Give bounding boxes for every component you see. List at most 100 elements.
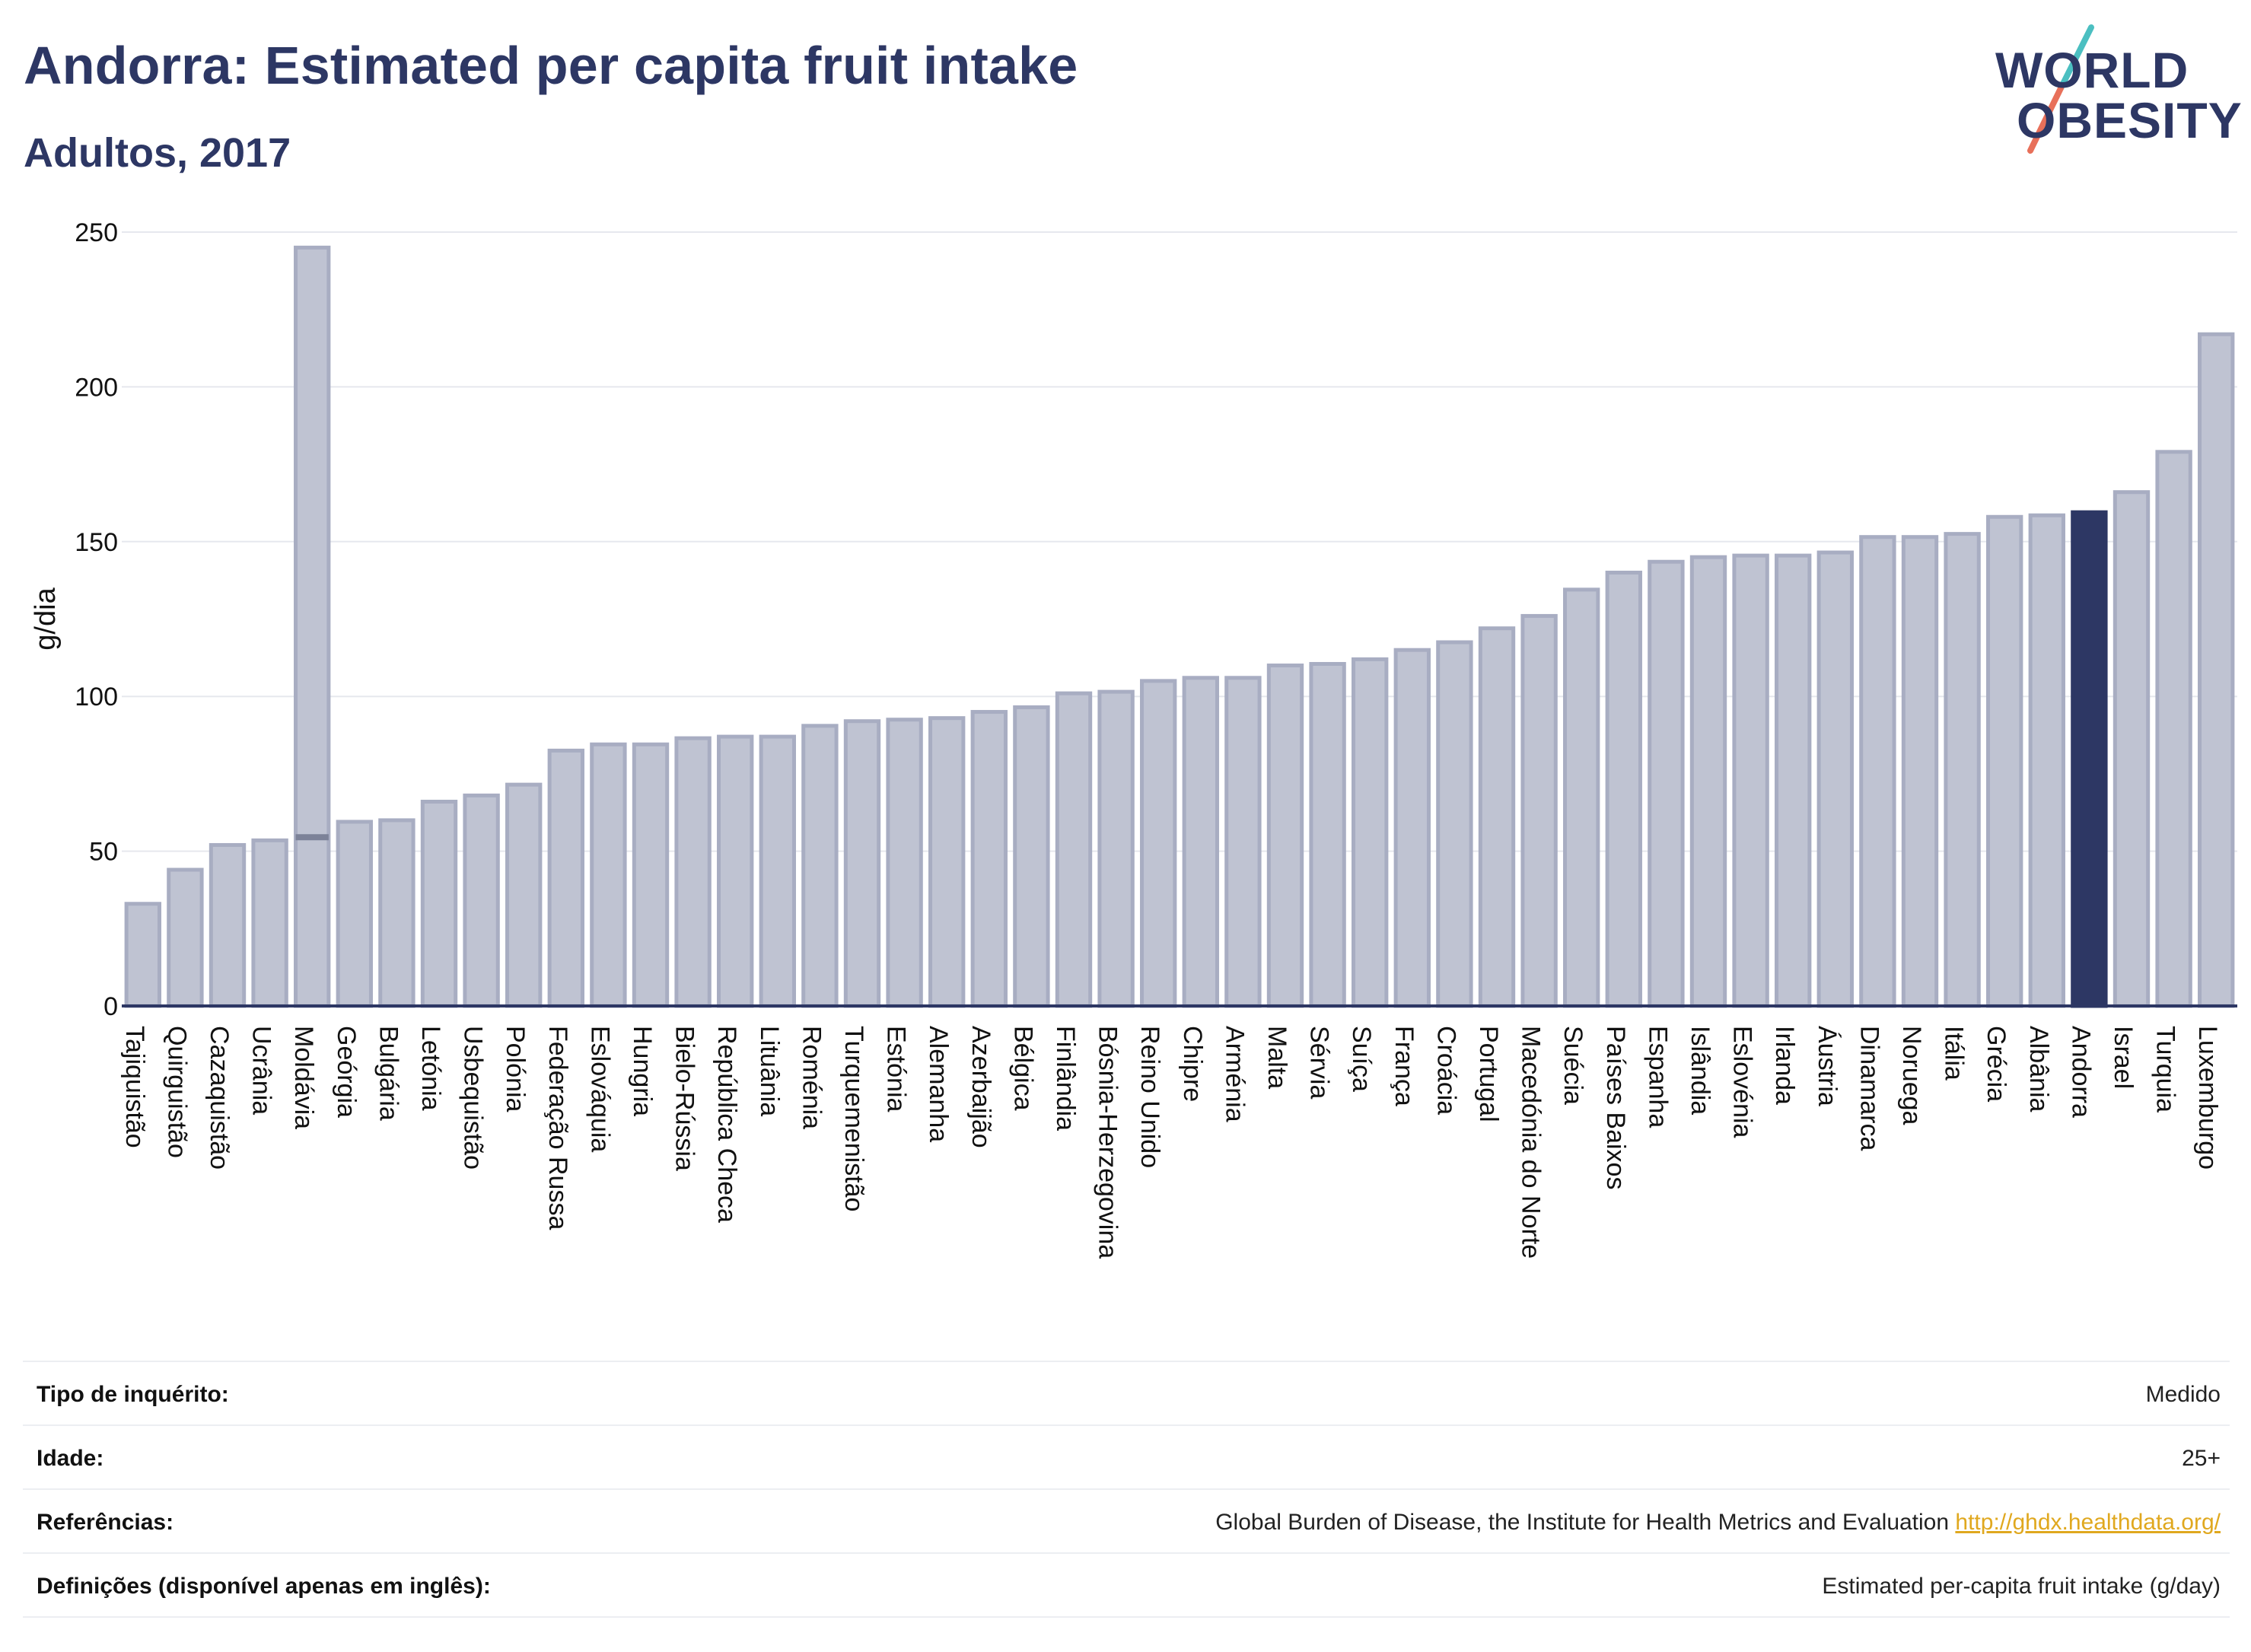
- bar-bélgica: [1013, 705, 1050, 1008]
- bar-lituânia: [759, 734, 796, 1008]
- bar-frança: [1393, 648, 1431, 1008]
- x-tick-label: Portugal: [1474, 1026, 1503, 1122]
- x-tick-label: Albânia: [2024, 1026, 2053, 1112]
- bar-bielo-rússia: [674, 736, 712, 1008]
- info-row-survey-type: Tipo de inquérito: Medido: [23, 1361, 2230, 1424]
- y-axis-title: g/dia: [30, 587, 62, 650]
- bar-itália: [1944, 532, 1981, 1008]
- bar-turquemenistão: [843, 719, 881, 1008]
- x-tick-label: Irlanda: [1770, 1026, 1799, 1105]
- bar-croácia: [1436, 640, 1473, 1008]
- x-tick-label: Áustria: [1813, 1026, 1842, 1106]
- x-tick-label: Espanha: [1643, 1026, 1672, 1128]
- bar-eslováquia: [590, 742, 627, 1008]
- bar-cazaquistão: [209, 842, 247, 1008]
- x-tick-label: Suíça: [1347, 1026, 1376, 1092]
- info-value: 25+: [2182, 1446, 2221, 1471]
- bar-albânia: [2028, 513, 2065, 1008]
- x-tick-label: Ucrânia: [247, 1026, 276, 1115]
- x-tick-label: Bósnia-Herzegovina: [1094, 1026, 1122, 1259]
- bar-usbequistão: [463, 793, 500, 1008]
- x-tick-label: Polónia: [501, 1026, 530, 1112]
- logo-text-world: WORLD: [1995, 42, 2189, 98]
- bar-países-baixos: [1605, 570, 1642, 1008]
- x-tick-label: Usbequistão: [459, 1026, 488, 1170]
- info-label: Tipo de inquérito:: [37, 1382, 229, 1407]
- x-tick-label: Suécia: [1559, 1026, 1587, 1105]
- x-tick-label: Noruega: [1897, 1026, 1926, 1125]
- x-tick-label: Lituânia: [755, 1026, 784, 1116]
- x-tick-label: Eslovénia: [1728, 1026, 1757, 1138]
- info-row-definitions: Definições (disponível apenas em inglês)…: [23, 1552, 2230, 1618]
- logo-text-obesity: OBESITY: [2017, 92, 2243, 148]
- bar-república-checa: [717, 734, 754, 1008]
- bar-portugal: [1478, 626, 1516, 1008]
- bar-reino-unido: [1140, 679, 1177, 1008]
- x-tick-label: França: [1390, 1026, 1418, 1106]
- bar-hungria: [632, 742, 670, 1008]
- x-tick-label: Israel: [2109, 1026, 2138, 1089]
- bar-quirguistão: [167, 867, 204, 1008]
- bar-suíça: [1352, 657, 1389, 1008]
- x-tick-label: Chipre: [1178, 1026, 1207, 1102]
- bar-eslovénia: [1732, 553, 1769, 1008]
- chart-subtitle: Adultos, 2017: [24, 130, 291, 176]
- x-tick-label: Cazaquistão: [205, 1026, 234, 1170]
- reference-text: Global Burden of Disease, the Institute …: [1215, 1510, 1950, 1535]
- info-table: Tipo de inquérito: Medido Idade: 25+ Ref…: [23, 1361, 2230, 1618]
- reference-link[interactable]: http://ghdx.healthdata.org/: [1955, 1510, 2221, 1535]
- x-tick-label: Bélgica: [1008, 1026, 1037, 1111]
- bar-tajiquistão: [124, 902, 161, 1008]
- bar-luxemburgo: [2198, 332, 2235, 1008]
- bar-irlanda: [1775, 553, 1812, 1008]
- y-tick-label: 200: [75, 373, 118, 402]
- y-tick-label: 250: [75, 218, 118, 247]
- x-tick-label: Letónia: [416, 1026, 445, 1111]
- x-tick-label: Moldávia: [289, 1026, 318, 1129]
- bar-federação-russa: [547, 748, 584, 1008]
- x-tick-label: Sérvia: [1305, 1026, 1334, 1099]
- x-tick-label: Bulgária: [374, 1026, 403, 1121]
- x-tick-label: Hungria: [628, 1026, 657, 1116]
- x-tick-label: Roménia: [797, 1026, 826, 1129]
- bar-estónia: [886, 718, 923, 1008]
- bar-islândia: [1689, 555, 1727, 1008]
- x-tick-label: Finlândia: [1051, 1026, 1080, 1131]
- x-tick-label: Federação Russa: [543, 1026, 572, 1230]
- info-value-references: Global Burden of Disease, the Institute …: [1215, 1510, 2221, 1536]
- x-tick-label: Tajiquistão: [120, 1026, 149, 1148]
- world-obesity-logo: WORLD OBESITY: [1986, 23, 2242, 160]
- bar-sérvia: [1309, 661, 1346, 1008]
- bar-arménia: [1224, 676, 1262, 1008]
- x-tick-label: Quirguistão: [162, 1026, 191, 1158]
- bar-chipre: [1182, 676, 1219, 1008]
- bar-alemanha: [928, 716, 966, 1008]
- bar-espanha: [1648, 559, 1685, 1008]
- bar-ucrânia: [251, 838, 288, 1008]
- info-label: Definições (disponível apenas em inglês)…: [37, 1574, 491, 1599]
- x-tick-label: Turquia: [2151, 1026, 2180, 1112]
- bar-grécia: [1986, 514, 2023, 1008]
- bar-letónia: [420, 800, 458, 1008]
- bar-malta: [1266, 664, 1304, 1008]
- y-tick-label: 150: [75, 528, 118, 557]
- x-tick-label: Eslováquia: [585, 1026, 614, 1152]
- info-row-references: Referências: Global Burden of Disease, t…: [23, 1488, 2230, 1552]
- bar-suécia: [1563, 587, 1600, 1008]
- x-tick-label: Geórgia: [332, 1026, 361, 1118]
- y-tick-label: 0: [103, 992, 118, 1021]
- bar-polónia: [505, 782, 543, 1008]
- bar-macedónia-do-norte: [1520, 613, 1558, 1008]
- bar-chart: 0 50 100 150 200 250 Tajiquistão Quirguistão Ca…: [30, 218, 2237, 1259]
- x-tick-label: Grécia: [1982, 1026, 2011, 1102]
- x-tick-label: Países Baixos: [1601, 1026, 1630, 1189]
- bar-andorra: [2071, 510, 2108, 1008]
- bar-geórgia: [336, 820, 373, 1008]
- x-tick-label: Turquemenistão: [839, 1026, 868, 1211]
- bar-moldávia: [294, 245, 331, 1008]
- bar-turquia: [2155, 450, 2192, 1008]
- x-tick-label: Macedónia do Norte: [1517, 1026, 1546, 1259]
- bar-azerbaijão: [970, 710, 1008, 1008]
- x-tick-label: Arménia: [1220, 1026, 1249, 1122]
- x-tick-label: Bielo-Rússia: [670, 1026, 699, 1171]
